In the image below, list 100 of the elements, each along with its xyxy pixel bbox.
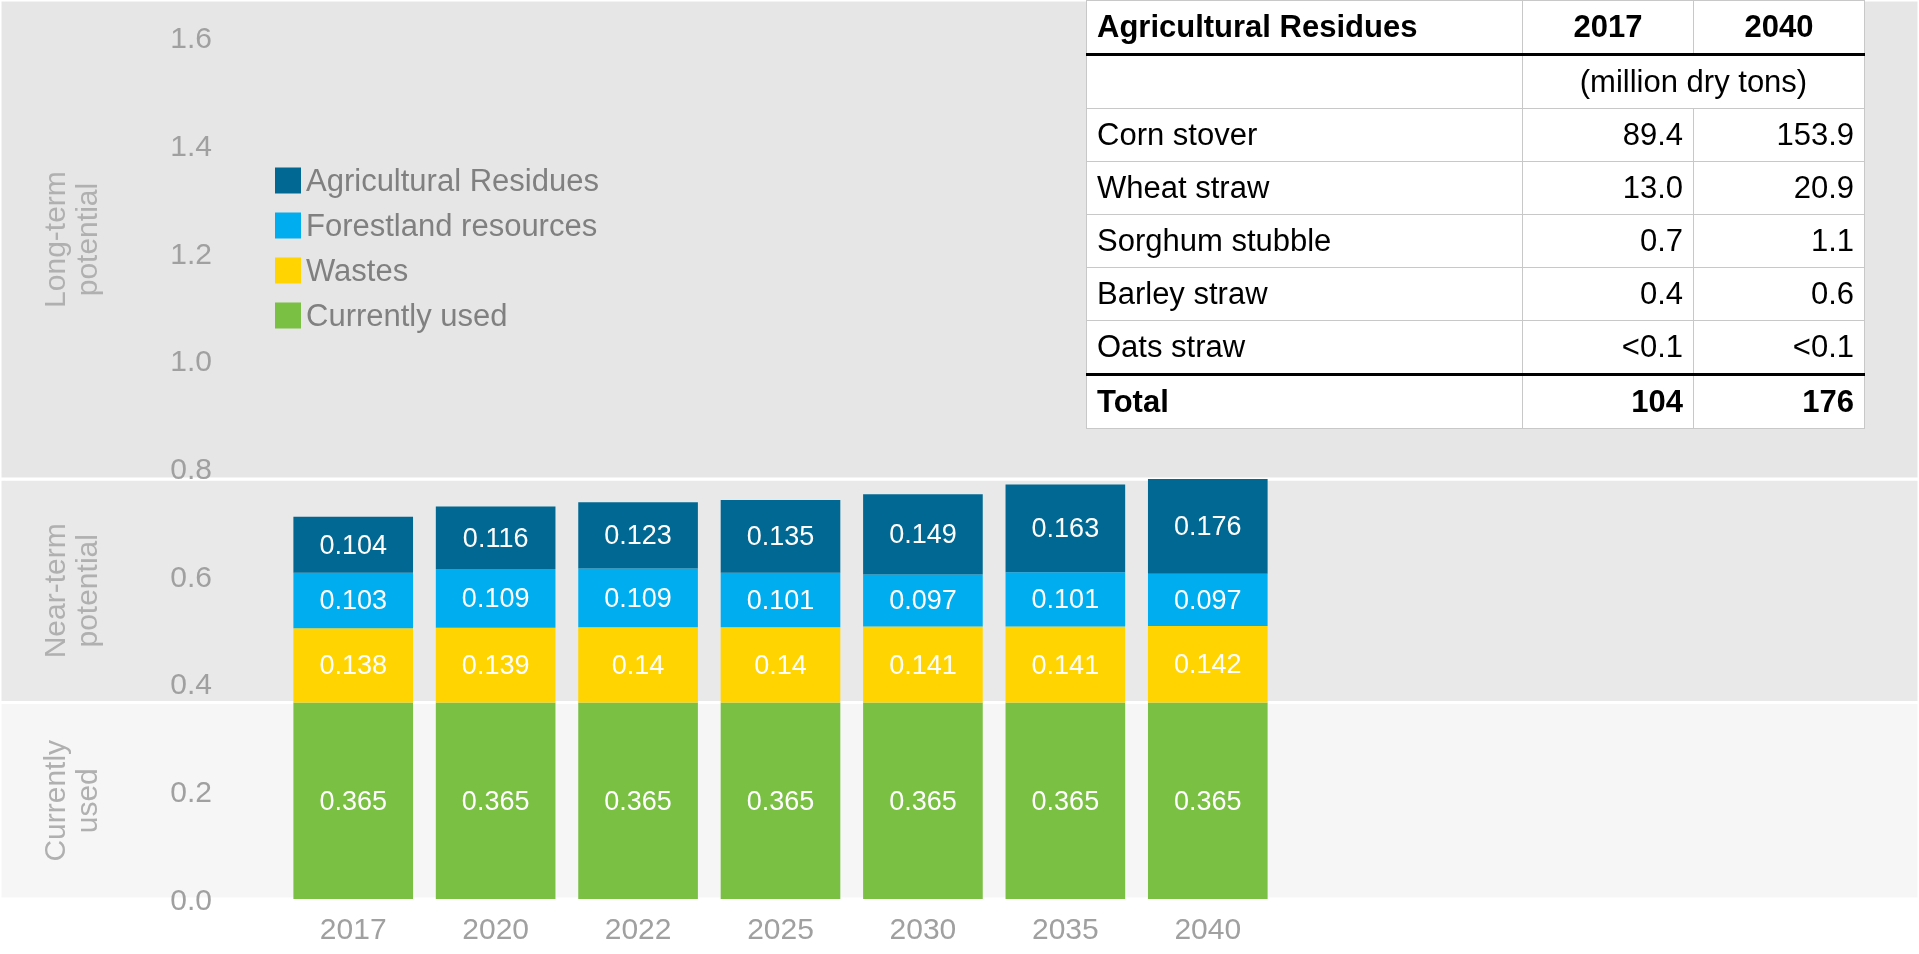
bar — [293, 572, 414, 629]
data-label: 0.365 — [1031, 785, 1100, 816]
legend-label: Agricultural Residues — [306, 163, 599, 198]
data-label: 0.097 — [1174, 584, 1242, 615]
data-label: 0.365 — [889, 785, 957, 816]
legend-label: Forestland resources — [306, 208, 598, 243]
bar — [1005, 484, 1126, 573]
data-label: 0.135 — [746, 521, 815, 552]
data-label: 0.141 — [889, 649, 957, 680]
bar — [720, 572, 841, 628]
data-label: 0.138 — [319, 650, 387, 681]
bar — [720, 702, 841, 899]
text: 104 — [1631, 384, 1683, 419]
data-label: 0.139 — [461, 650, 530, 681]
data-label: 0.365 — [1174, 785, 1242, 816]
y-tick-label: 1.0 — [170, 344, 212, 378]
x-tick-label: 2017 — [319, 911, 387, 945]
y-tick-label: 0.8 — [170, 451, 212, 485]
y-tick-label: 1.6 — [170, 21, 212, 55]
bar — [863, 574, 983, 627]
bar — [435, 627, 556, 703]
bar — [435, 702, 556, 899]
data-label: 0.116 — [462, 522, 529, 553]
band-label: Near-term potential — [37, 523, 103, 659]
category-label: 2040 — [1693, 0, 1865, 55]
bar — [1147, 573, 1268, 627]
text: (million dry tons) — [1522, 54, 1865, 109]
category-label: Barley straw — [1097, 276, 1268, 311]
bar — [1005, 572, 1126, 627]
category-label: 2017 — [1522, 0, 1694, 55]
data-label: 0.123 — [604, 520, 672, 551]
bar — [578, 502, 698, 569]
x-tick-label: 2025 — [747, 911, 814, 945]
data-label: 0.141 — [1031, 649, 1100, 680]
category-label: Total — [1097, 384, 1169, 419]
bar — [293, 702, 414, 899]
data-label: 0.365 — [746, 785, 815, 816]
x-tick-label: 2022 — [604, 911, 672, 945]
y-tick-label: 0.4 — [170, 667, 212, 701]
text: 13.0 — [1622, 170, 1683, 205]
category-label: Oats straw — [1097, 329, 1246, 364]
text: 153.9 — [1776, 117, 1854, 152]
x-tick-label: 2035 — [1031, 911, 1099, 945]
y-tick-label: 0.6 — [170, 559, 212, 593]
text: <0.1 — [1621, 329, 1683, 364]
band-label: Currently used — [37, 739, 103, 862]
bar — [293, 628, 414, 703]
text: 0.4 — [1639, 276, 1683, 311]
data-label: 0.101 — [746, 584, 815, 615]
y-tick-label: 0.0 — [170, 882, 212, 916]
bar — [863, 494, 983, 575]
data-label: 0.109 — [461, 583, 530, 614]
text: 89.4 — [1622, 117, 1683, 152]
x-tick-label: 2030 — [889, 911, 957, 945]
bar — [435, 569, 556, 628]
data-label: 0.149 — [889, 519, 957, 550]
x-tick-label: 2020 — [462, 911, 530, 945]
data-label: 0.142 — [1174, 649, 1242, 680]
bar — [863, 702, 983, 899]
data-label: 0.14 — [611, 649, 665, 680]
bar — [1147, 479, 1268, 574]
data-label: 0.163 — [1031, 513, 1100, 544]
legend-label: Wastes — [306, 253, 409, 288]
legend-label: Currently used — [306, 298, 508, 333]
text: <0.1 — [1792, 329, 1854, 364]
text: Agricultural Residues — [1086, 0, 1523, 55]
bar — [720, 627, 841, 703]
data-label: 0.365 — [319, 785, 387, 816]
x-tick-label: 2040 — [1174, 911, 1242, 945]
data-label: 0.104 — [319, 529, 387, 560]
bar — [1147, 702, 1268, 899]
y-tick-label: 1.2 — [170, 236, 212, 270]
data-label: 0.14 — [754, 649, 807, 680]
bar — [435, 506, 556, 570]
y-tick-label: 0.2 — [170, 774, 212, 808]
text: 0.7 — [1639, 223, 1683, 258]
category-label: Sorghum stubble — [1097, 223, 1332, 258]
category-label: Corn stover — [1097, 117, 1258, 152]
category-label: Wheat straw — [1097, 170, 1270, 205]
bar — [1005, 702, 1126, 899]
data-label: 0.365 — [461, 785, 530, 816]
data-label: 0.101 — [1031, 584, 1100, 615]
bar — [293, 516, 414, 573]
bar — [720, 500, 841, 573]
bar — [863, 626, 983, 703]
text: 1.1 — [1810, 223, 1854, 258]
text: 0.6 — [1810, 276, 1854, 311]
y-tick-label: 1.4 — [170, 128, 212, 162]
data-label: 0.176 — [1174, 511, 1242, 542]
text: 176 — [1802, 384, 1854, 419]
data-label: 0.109 — [604, 582, 672, 613]
bar — [1147, 626, 1268, 703]
bar — [578, 568, 698, 628]
data-label: 0.103 — [319, 585, 387, 616]
bar — [1005, 626, 1126, 703]
data-label: 0.365 — [604, 785, 672, 816]
data-label: 0.097 — [889, 585, 957, 616]
bar — [578, 702, 698, 899]
bar — [578, 627, 698, 703]
text: 20.9 — [1793, 170, 1854, 205]
